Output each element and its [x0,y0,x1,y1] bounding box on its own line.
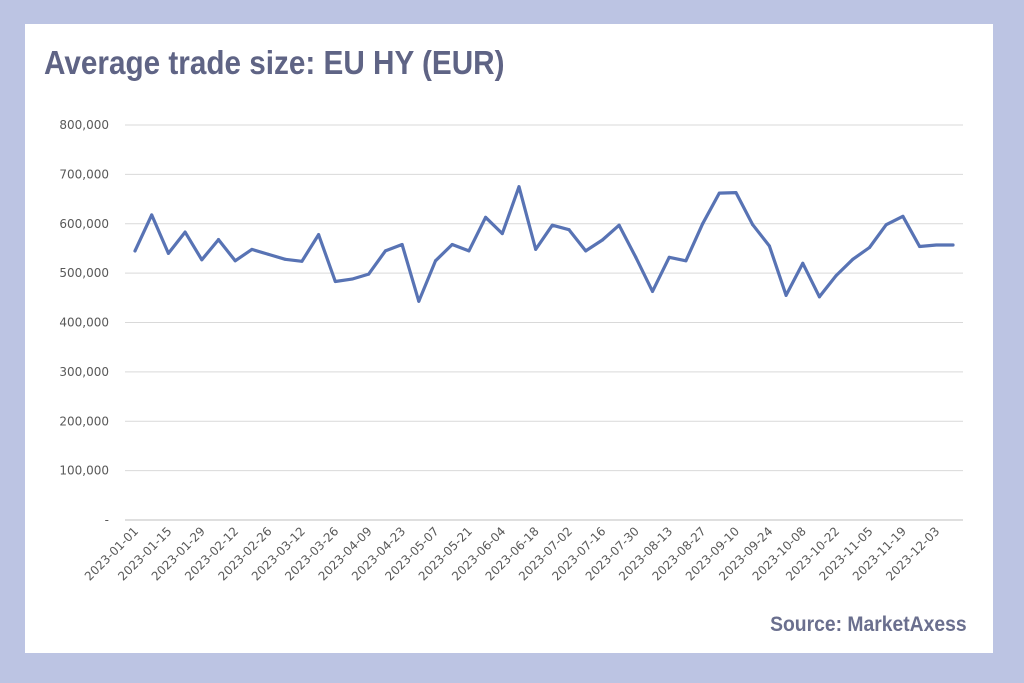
y-tick-label: - [105,513,109,527]
data-point [717,191,721,195]
data-point [651,289,655,293]
data-point [600,238,604,242]
data-point [417,299,421,303]
data-point [567,228,571,232]
data-point [934,243,938,247]
data-point [500,232,504,236]
data-point [634,255,638,259]
data-point [383,249,387,253]
data-point [684,259,688,263]
chart-title: Average trade size: EU HY (EUR) [44,44,505,81]
data-point [901,214,905,218]
data-point [817,295,821,299]
data-point [350,277,354,281]
y-tick-label: 500,000 [59,266,109,280]
data-point [300,259,304,263]
data-point [617,223,621,227]
data-point [183,230,187,234]
data-point [801,261,805,265]
y-tick-label: 100,000 [59,464,109,478]
data-point [767,244,771,248]
data-point [701,222,705,226]
data-point [133,249,137,253]
data-point [467,249,471,253]
data-point [166,251,170,255]
data-point [450,242,454,246]
data-point [283,257,287,261]
data-point [200,258,204,262]
line-chart: - 100,000 200,000 300,000 400,000 500,000 600,… [59,118,963,583]
data-point [667,255,671,259]
chart-card: Average trade size: EU HY (EUR) - 100,000… [25,24,993,653]
data-point [584,249,588,253]
y-tick-label: 600,000 [59,217,109,231]
data-point [751,223,755,227]
data-point [433,259,437,263]
data-point [333,280,337,284]
data-point [868,245,872,249]
data-point [216,238,220,242]
y-tick-label: 800,000 [59,118,109,132]
data-point [400,242,404,246]
data-point [784,293,788,297]
data-point [317,233,321,237]
series-line [133,185,955,303]
data-point [851,257,855,261]
data-point [250,247,254,251]
data-point [918,244,922,248]
y-tick-label: 200,000 [59,414,109,428]
data-point [534,247,538,251]
y-tick-label: 400,000 [59,316,109,330]
y-tick-label: 700,000 [59,167,109,181]
data-point [834,274,838,278]
data-point [367,272,371,276]
data-point [951,243,955,247]
data-point [233,259,237,263]
data-point [734,191,738,195]
data-point [517,185,521,189]
data-point [484,215,488,219]
data-point [150,213,154,217]
y-tick-label: 300,000 [59,365,109,379]
data-point [267,252,271,256]
data-point [550,223,554,227]
data-point [884,223,888,227]
source-label: Source: MarketAxess [770,613,967,636]
